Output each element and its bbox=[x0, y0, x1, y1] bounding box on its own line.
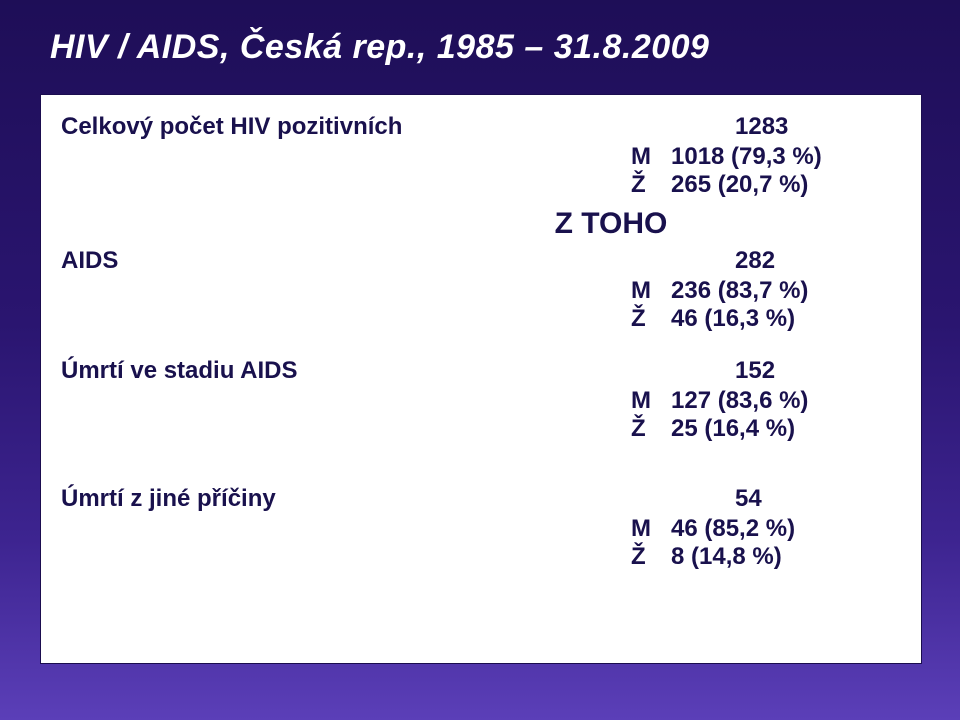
total-value: 54 bbox=[671, 485, 901, 513]
table-row: M 236 (83,7 %) bbox=[61, 277, 901, 305]
value-cell: 25 (16,4 %) bbox=[671, 415, 901, 443]
total-value: 152 bbox=[671, 357, 901, 385]
gender-label: M bbox=[631, 143, 671, 171]
value-cell: 127 (83,6 %) bbox=[671, 387, 901, 415]
table-row: Ž 46 (16,3 %) bbox=[61, 305, 901, 333]
value-cell: 1018 (79,3 %) bbox=[671, 143, 901, 171]
gender-label: Ž bbox=[631, 543, 671, 571]
row-label: Úmrtí z jiné příčiny bbox=[61, 485, 631, 513]
gender-label: M bbox=[631, 515, 671, 543]
table-row: Ž 25 (16,4 %) bbox=[61, 415, 901, 443]
data-card: Celkový počet HIV pozitivních 1283 M 101… bbox=[40, 94, 922, 664]
table-row: Úmrtí ve stadiu AIDS 152 bbox=[61, 357, 901, 385]
table-row: Úmrtí z jiné příčiny 54 bbox=[61, 485, 901, 513]
gender-label: Ž bbox=[631, 171, 671, 199]
total-value: 1283 bbox=[671, 113, 901, 141]
table-row: M 1018 (79,3 %) bbox=[61, 143, 901, 171]
gender-label: M bbox=[631, 277, 671, 305]
table-row: Ž 265 (20,7 %) bbox=[61, 171, 901, 199]
gender-label: M bbox=[631, 387, 671, 415]
slide-title: HIV / AIDS, Česká rep., 1985 – 31.8.2009 bbox=[0, 0, 960, 67]
value-cell: 8 (14,8 %) bbox=[671, 543, 901, 571]
value-cell: 46 (16,3 %) bbox=[671, 305, 901, 333]
subheader: Z TOHO bbox=[321, 199, 901, 247]
table-row: AIDS 282 bbox=[61, 247, 901, 275]
row-label: Celkový počet HIV pozitivních bbox=[61, 113, 631, 141]
gender-label: Ž bbox=[631, 415, 671, 443]
table-row: Ž 8 (14,8 %) bbox=[61, 543, 901, 571]
value-cell: 236 (83,7 %) bbox=[671, 277, 901, 305]
row-label: Úmrtí ve stadiu AIDS bbox=[61, 357, 631, 385]
gender-label: Ž bbox=[631, 305, 671, 333]
value-cell: 265 (20,7 %) bbox=[671, 171, 901, 199]
gender-col bbox=[631, 113, 671, 141]
row-label: AIDS bbox=[61, 247, 631, 275]
table-row: M 127 (83,6 %) bbox=[61, 387, 901, 415]
table-row: M 46 (85,2 %) bbox=[61, 515, 901, 543]
table-row: Celkový počet HIV pozitivních 1283 bbox=[61, 113, 901, 141]
value-cell: 46 (85,2 %) bbox=[671, 515, 901, 543]
total-value: 282 bbox=[671, 247, 901, 275]
